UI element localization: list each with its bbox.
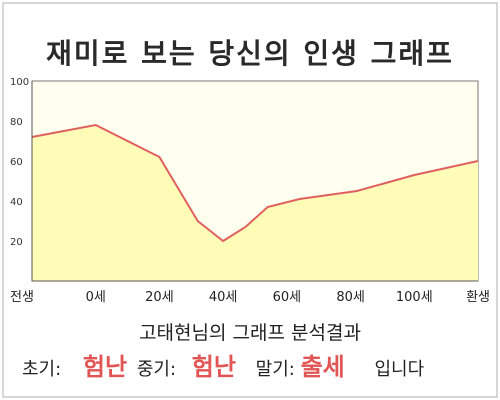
middle-label: 중기: bbox=[136, 359, 177, 380]
life-area-fill bbox=[32, 125, 478, 281]
early-value: 험난 bbox=[82, 353, 128, 381]
page-title: 재미로 보는 당신의 인생 그래프 bbox=[46, 37, 454, 70]
x-tick-label: 20세 bbox=[145, 290, 174, 305]
x-tick-label: 60세 bbox=[273, 290, 302, 305]
analysis-result: 초기: 험난 중기: 험난 말기: 출세 입니다 bbox=[22, 347, 492, 382]
y-ticks: 20 40 60 80 100 bbox=[10, 77, 29, 248]
result-suffix: 입니다 bbox=[374, 359, 425, 380]
late-value: 출세 bbox=[300, 353, 345, 381]
x-tick-label: 0세 bbox=[86, 290, 106, 305]
x-tick-label: 100세 bbox=[396, 290, 433, 305]
x-tick-label: 80세 bbox=[336, 290, 365, 305]
x-ticks: 전생 0세 20세 40세 60세 80세 100세 환생 bbox=[10, 290, 490, 305]
life-line bbox=[31, 123, 479, 243]
y-tick-label: 40 bbox=[10, 197, 23, 208]
x-tick-label: 전생 bbox=[10, 290, 34, 305]
early-label: 초기: bbox=[22, 359, 62, 380]
middle-value: 험난 bbox=[191, 353, 236, 381]
analysis-title: 고태현님의 그래프 분석결과 bbox=[139, 322, 361, 344]
x-tick-label: 환생 bbox=[466, 290, 490, 305]
x-tick-label: 40세 bbox=[209, 290, 238, 305]
y-tick-label: 100 bbox=[10, 77, 29, 88]
y-tick-label: 60 bbox=[10, 157, 23, 168]
late-label: 말기: bbox=[255, 359, 295, 380]
y-tick-label: 20 bbox=[10, 237, 23, 248]
y-tick-label: 80 bbox=[10, 117, 23, 128]
